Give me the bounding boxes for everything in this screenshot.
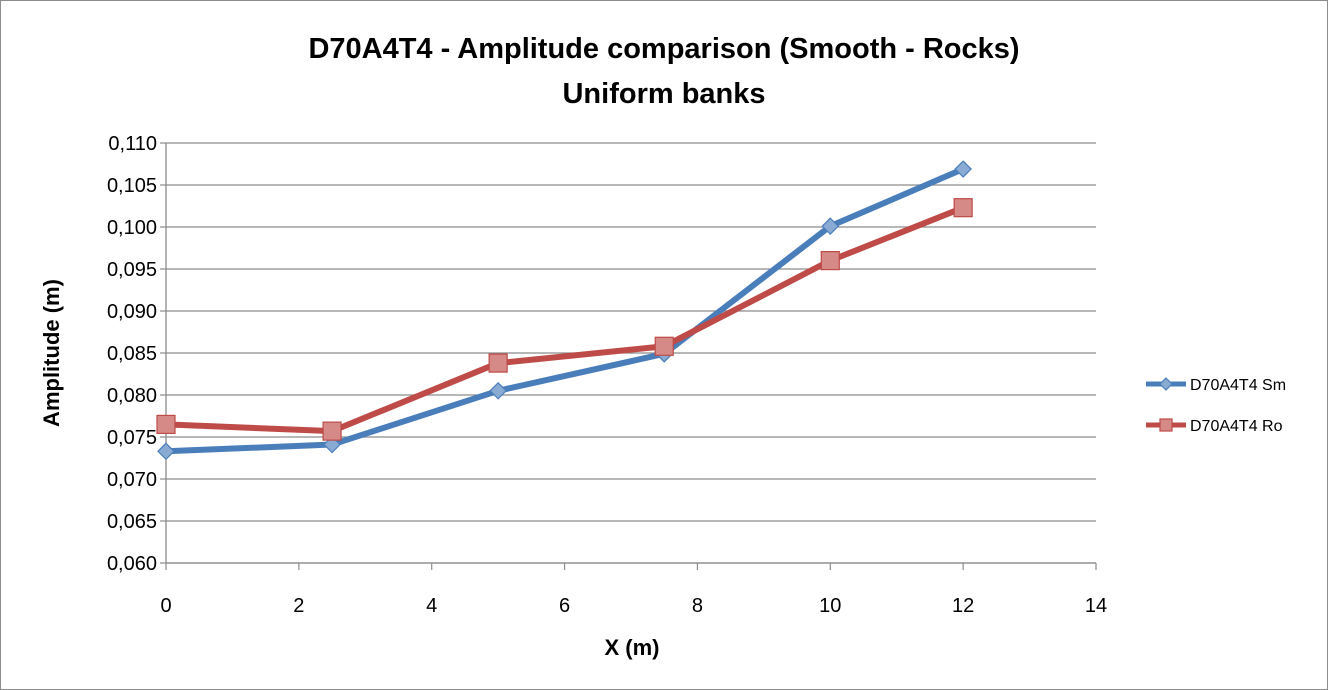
x-tick-label: 10 (819, 595, 841, 617)
data-point (654, 336, 674, 356)
y-tick-label: 0,070 (107, 469, 157, 491)
series-group (163, 166, 967, 455)
legend: D70A4T4 Sm D70A4T4 Ro (1146, 377, 1286, 435)
y-axis-title: Amplitude (m) (39, 279, 64, 427)
legend-label: D70A4T4 Ro (1190, 418, 1283, 435)
x-tick-labels: 0 2 4 6 8 10 12 14 (160, 595, 1107, 617)
y-tick-label: 0,080 (107, 385, 157, 407)
x-tick-label: 2 (293, 595, 304, 617)
y-tick-label: 0,095 (107, 259, 157, 281)
x-tick-label: 8 (692, 595, 703, 617)
legend-marker (1159, 418, 1173, 432)
chart-title-line-1: D70A4T4 - Amplitude comparison (Smooth -… (308, 33, 1019, 65)
y-tick-label: 0,085 (107, 343, 157, 365)
data-point (821, 217, 840, 236)
legend-item: D70A4T4 Sm (1146, 377, 1286, 394)
y-tick-label: 0,075 (107, 427, 157, 449)
data-point (820, 251, 840, 271)
series-markers (157, 160, 972, 461)
series-line (163, 204, 967, 435)
y-tick-label: 0,105 (107, 175, 157, 197)
y-tick-label: 0,060 (107, 553, 157, 575)
gridlines (160, 142, 1097, 570)
x-tick-label: 12 (952, 595, 974, 617)
x-axis-title: X (m) (605, 635, 660, 660)
series-group (163, 204, 967, 435)
data-point (954, 160, 972, 178)
data-point (489, 381, 507, 400)
legend-marker (1159, 377, 1173, 391)
legend-label: D70A4T4 Sm (1190, 377, 1286, 394)
chart-title-line-2: Uniform banks (562, 78, 765, 110)
legend-item: D70A4T4 Ro (1146, 418, 1283, 435)
y-tick-label: 0,110 (108, 133, 157, 155)
data-point (488, 353, 508, 373)
data-point (322, 421, 342, 441)
y-tick-label: 0,090 (107, 301, 157, 323)
x-tick-label: 6 (559, 595, 570, 617)
series-line (163, 166, 967, 455)
y-tick-labels: 0,060 0,065 0,070 0,075 0,080 0,085 0,090 0,095… (107, 133, 157, 575)
y-tick-label: 0,065 (107, 511, 157, 533)
y-tick-label: 0,100 (107, 217, 157, 239)
x-tick-label: 0 (160, 595, 171, 617)
x-tick-label: 4 (426, 595, 437, 617)
series-layer (156, 160, 973, 461)
data-point (156, 414, 176, 434)
data-point (157, 442, 175, 461)
series-markers (156, 198, 973, 441)
axes (165, 143, 1096, 564)
data-point (953, 198, 973, 218)
x-tick-label: 14 (1085, 595, 1107, 617)
